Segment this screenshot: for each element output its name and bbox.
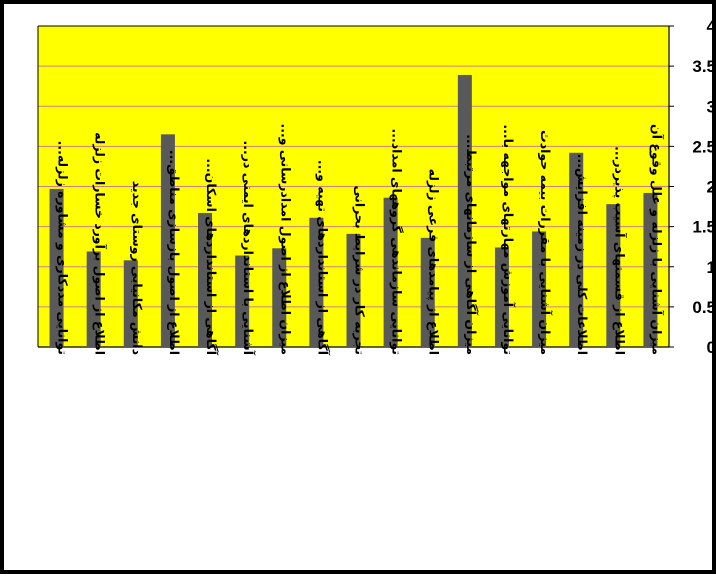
bar bbox=[160, 134, 175, 347]
y-tick-label: 3 bbox=[707, 97, 716, 116]
x-tick-label: تجربه کار در شرایط بحرانی bbox=[353, 186, 368, 355]
x-tick-label: آشنایی با استانداردهای ایمنی در... bbox=[241, 141, 256, 356]
y-tick-label: 2.5 bbox=[692, 137, 716, 156]
y-tick-label: 2 bbox=[707, 178, 716, 197]
x-tick-label: اطلاع از اصول برآورد خسارات زلزله bbox=[93, 132, 108, 355]
x-tick-label: توانایی مددکاری و مشاوره زلزله... bbox=[56, 141, 71, 355]
bar bbox=[86, 251, 101, 347]
bar bbox=[123, 260, 138, 347]
bar bbox=[420, 237, 435, 347]
bar bbox=[272, 248, 287, 347]
y-tick-label: 0.5 bbox=[692, 298, 716, 317]
x-tick-label: آگاهی از استانداردهای تهیه و... bbox=[315, 160, 330, 356]
bar bbox=[309, 217, 324, 347]
bar bbox=[235, 255, 250, 347]
x-tick-label: میزان آشنایی با مقررات بیمه حوادث bbox=[538, 130, 553, 355]
x-tick-label: توانایی آموزش مهارتهای مواجهه با... bbox=[501, 124, 516, 355]
bar bbox=[606, 204, 621, 347]
x-tick-label: میزان آشنایی با زلزله و علل وقوع آن bbox=[649, 124, 664, 355]
bar bbox=[643, 192, 658, 347]
y-tick-label: 1 bbox=[707, 258, 716, 277]
x-tick-label: اطلاع از اصول بازسازی مناطق... bbox=[167, 150, 182, 355]
x-tick-label: میزان اطلاع از اصول امدادرسانی و... bbox=[278, 124, 293, 355]
bar bbox=[198, 212, 213, 347]
bar bbox=[494, 247, 509, 347]
y-tick-label: 3.5 bbox=[692, 57, 716, 76]
x-tick-label: آگاهی از استانداردهای اسکان... bbox=[204, 158, 219, 355]
bar-chart: 0 0.5 1 1.5 2 2.5 3 3.5 4 توانایی مددکاری و مشاور… bbox=[37, 17, 716, 357]
x-tick-label: توانایی سازماندهی گروههای امداد... bbox=[390, 128, 405, 355]
bar bbox=[346, 233, 361, 347]
bar bbox=[49, 188, 64, 347]
bar bbox=[532, 231, 547, 347]
x-tick-label: اطلاع از قسمتهای آسیب پذیردر... bbox=[612, 146, 627, 355]
x-tick-label: اطلاعات کلی در زمینه افزایش... bbox=[575, 154, 590, 355]
bar bbox=[569, 152, 584, 347]
bar bbox=[457, 74, 472, 347]
y-tick-label: 1.5 bbox=[692, 218, 716, 237]
x-tick-label: میزان آگاهی از سازمانهای مرتبط... bbox=[464, 134, 479, 355]
y-tick-label: 4 bbox=[707, 17, 716, 36]
x-tick-label: اطلاع از پیامدهای فرعی زلزله bbox=[427, 169, 442, 355]
y-tick-label: 0 bbox=[707, 338, 716, 357]
bar bbox=[383, 197, 398, 347]
x-tick-label: دانش مکانیابی روستای جدید bbox=[130, 181, 145, 355]
